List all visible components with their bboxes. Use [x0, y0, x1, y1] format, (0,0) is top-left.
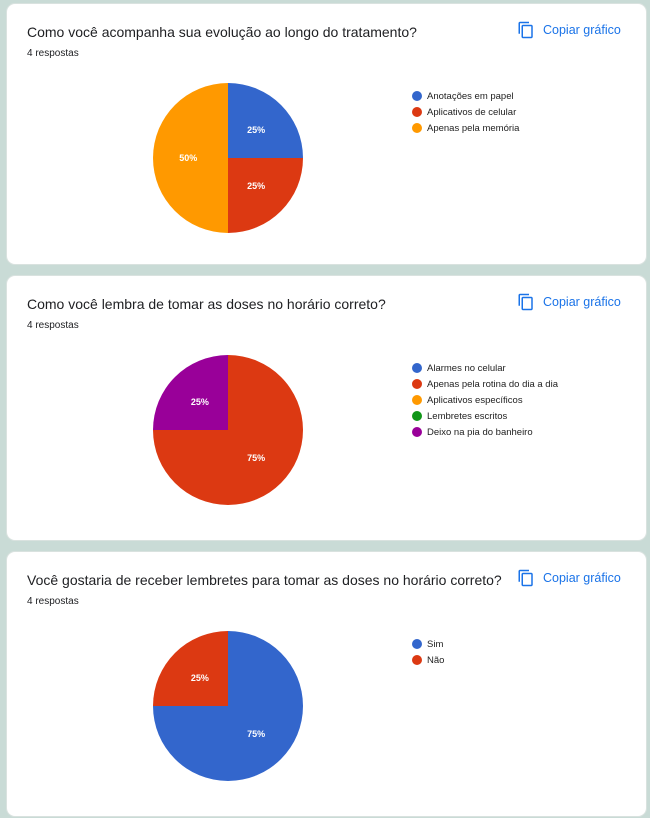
slice-data-label: 25%	[247, 125, 265, 135]
question-title: Como você acompanha sua evolução ao long…	[27, 24, 417, 40]
slice-data-label: 25%	[191, 673, 209, 683]
response-count: 4 respostas	[27, 596, 79, 607]
legend-item: Anotações em papel	[412, 88, 519, 104]
legend-swatch	[412, 395, 422, 405]
legend-item: Lembretes escritos	[412, 408, 558, 424]
legend-swatch	[412, 123, 422, 133]
pie-slice-1	[228, 83, 303, 158]
pie-slice-2	[228, 158, 303, 233]
chart-legend: Anotações em papel Aplicativos de celular…	[412, 88, 519, 136]
legend-item: Deixo na pia do banheiro	[412, 424, 558, 440]
chart-card-1: Como você acompanha sua evolução ao long…	[7, 4, 646, 264]
slice-data-label: 25%	[247, 181, 265, 191]
chart-legend: Alarmes no celular Apenas pela rotina do …	[412, 360, 558, 440]
legend-label: Deixo na pia do banheiro	[427, 426, 533, 438]
legend-swatch	[412, 427, 422, 437]
pie-slice-3	[153, 83, 228, 233]
response-count: 4 respostas	[27, 320, 79, 331]
question-title: Você gostaria de receber lembretes para …	[27, 572, 502, 588]
legend-label: Lembretes escritos	[427, 410, 508, 422]
legend-item: Alarmes no celular	[412, 360, 558, 376]
slice-data-label: 75%	[247, 729, 265, 739]
legend-swatch	[412, 411, 422, 421]
question-title: Como você lembra de tomar as doses no ho…	[27, 296, 386, 312]
legend-item: Sim	[412, 636, 444, 652]
legend-label: Apenas pela memória	[427, 122, 520, 134]
legend-label: Anotações em papel	[427, 90, 514, 102]
legend-item: Aplicativos específicos	[412, 392, 558, 408]
copy-chart-button[interactable]: Copiar gráfico	[517, 20, 621, 40]
pie-chart: 25% 25% 50%	[153, 83, 303, 233]
pie-chart: 75% 25%	[153, 631, 303, 781]
legend-swatch	[412, 363, 422, 373]
slice-data-label: 75%	[247, 453, 265, 463]
legend-item: Apenas pela rotina do dia a dia	[412, 376, 558, 392]
legend-label: Não	[427, 654, 445, 666]
slice-data-label: 50%	[179, 153, 197, 163]
copy-icon	[518, 569, 533, 587]
legend-item: Apenas pela memória	[412, 120, 519, 136]
legend-item: Aplicativos de celular	[412, 104, 519, 120]
pie-chart: 75% 25%	[153, 355, 303, 505]
legend-label: Apenas pela rotina do dia a dia	[427, 378, 558, 390]
pie-slice-5	[153, 355, 228, 430]
legend-label: Sim	[427, 638, 444, 650]
legend-item: Não	[412, 652, 444, 668]
copy-chart-button[interactable]: Copiar gráfico	[517, 568, 621, 588]
copy-icon	[518, 21, 533, 39]
legend-label: Aplicativos específicos	[427, 394, 523, 406]
response-count: 4 respostas	[27, 48, 79, 59]
slice-data-label: 25%	[191, 397, 209, 407]
pie-slice-2	[153, 631, 228, 706]
legend-swatch	[412, 379, 422, 389]
copy-icon	[518, 293, 533, 311]
legend-swatch	[412, 107, 422, 117]
copy-chart-label: Copiar gráfico	[543, 571, 621, 585]
copy-chart-label: Copiar gráfico	[543, 23, 621, 37]
copy-chart-label: Copiar gráfico	[543, 295, 621, 309]
legend-label: Alarmes no celular	[427, 362, 506, 374]
copy-chart-button[interactable]: Copiar gráfico	[517, 292, 621, 312]
legend-swatch	[412, 91, 422, 101]
legend-label: Aplicativos de celular	[427, 106, 517, 118]
chart-card-2: Como você lembra de tomar as doses no ho…	[7, 276, 646, 540]
legend-swatch	[412, 639, 422, 649]
chart-legend: Sim Não	[412, 636, 444, 668]
chart-card-3: Você gostaria de receber lembretes para …	[7, 552, 646, 816]
legend-swatch	[412, 655, 422, 665]
